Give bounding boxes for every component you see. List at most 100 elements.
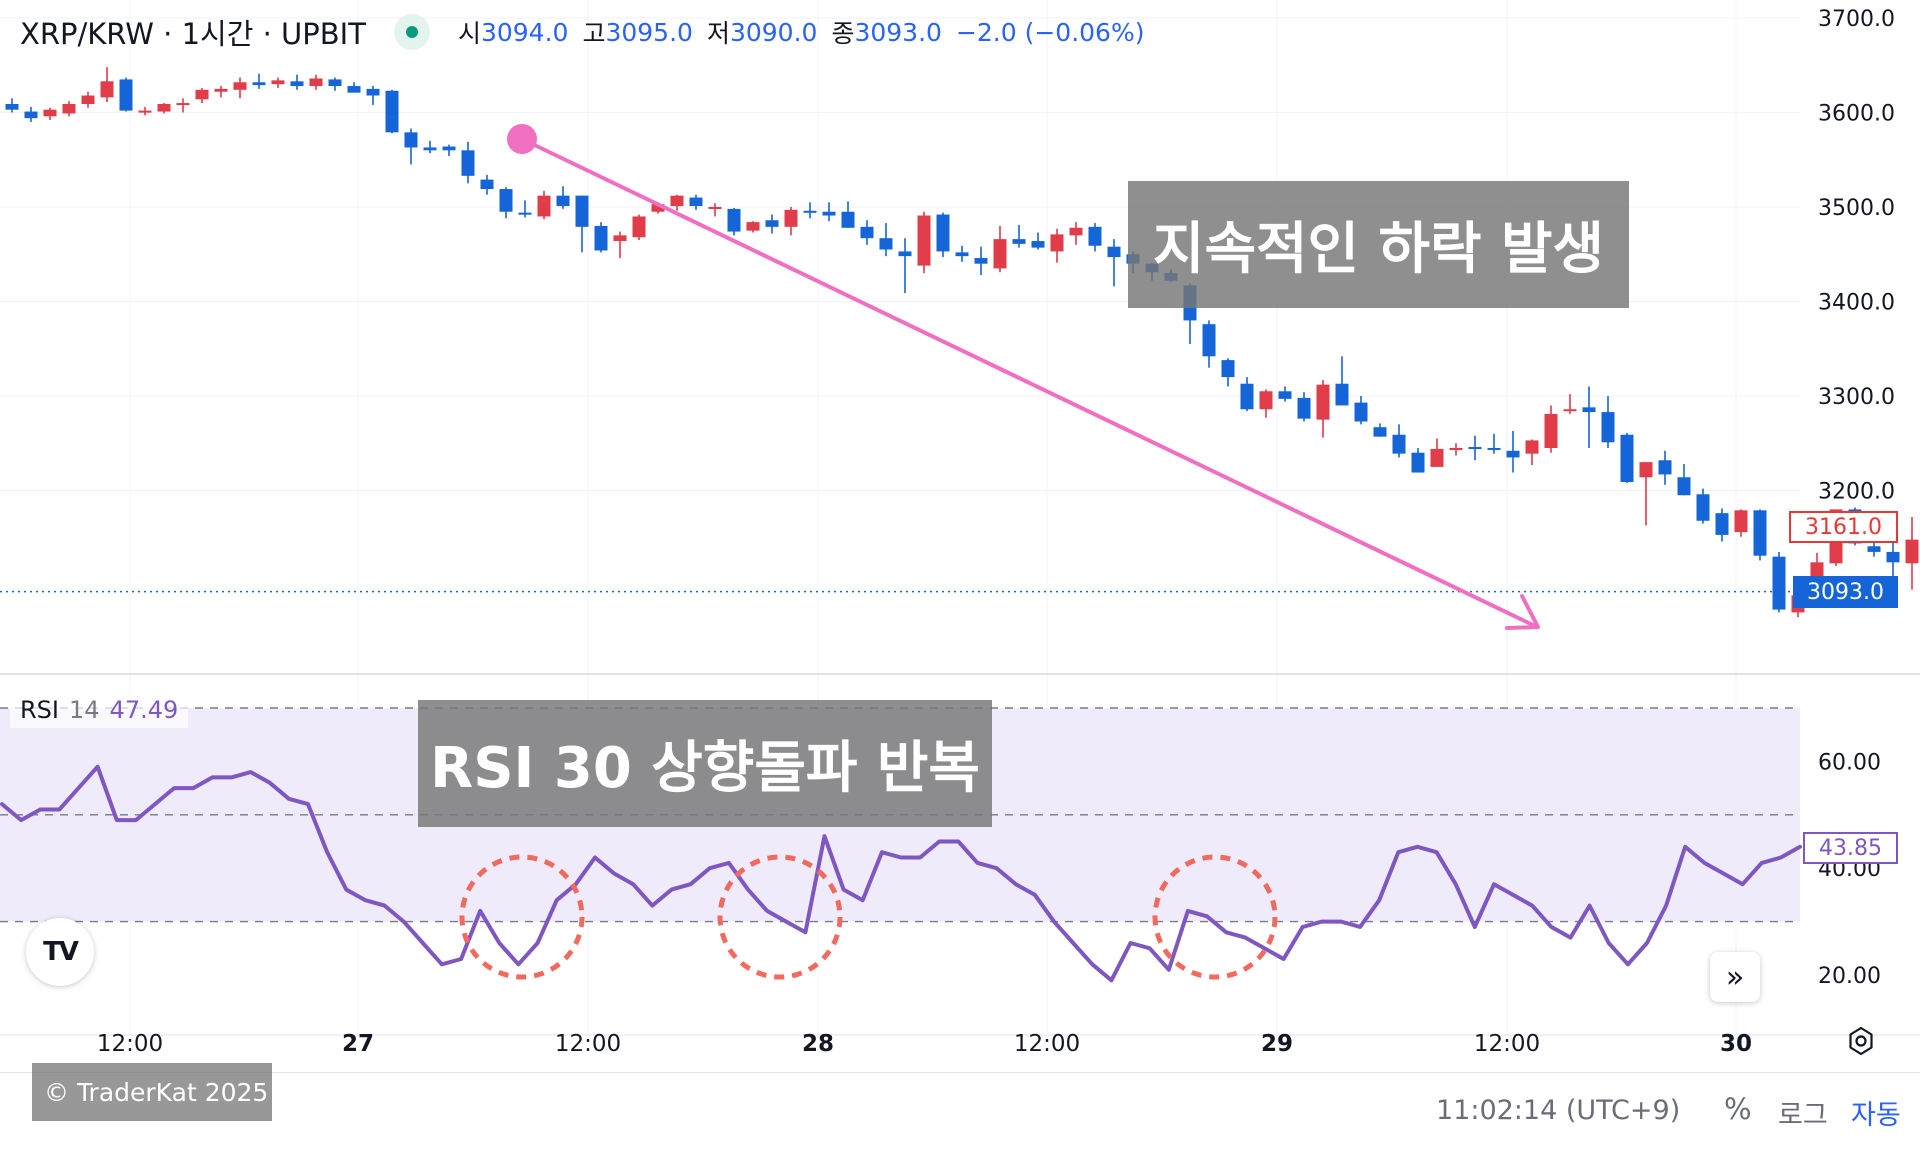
candle-body	[366, 88, 380, 96]
price-tick-label: 3700.0	[1818, 7, 1895, 32]
candle-body	[252, 82, 266, 86]
candle-body	[309, 78, 323, 87]
candle-body	[1202, 324, 1216, 357]
price-tag-current: 3093.0	[1793, 576, 1898, 608]
candle-body	[214, 88, 228, 92]
candle-body	[157, 103, 171, 112]
close-value: 3093.0	[854, 17, 942, 47]
candle-body	[404, 132, 418, 148]
candle-body	[708, 207, 722, 209]
percent-scale-toggle[interactable]: %	[1724, 1092, 1752, 1126]
candle-body	[1734, 510, 1748, 533]
candle-body	[1354, 402, 1368, 422]
candle-body	[499, 189, 513, 212]
bottom-divider	[0, 1072, 1920, 1073]
candle-body	[328, 79, 342, 87]
time-tick-label: 12:00	[97, 1031, 163, 1057]
candle-body	[803, 210, 817, 213]
time-tick-label: 28	[802, 1031, 834, 1057]
candle-body	[1392, 434, 1406, 454]
price-tag-previous: 3161.0	[1789, 511, 1898, 543]
candle-body	[119, 79, 133, 111]
candle-body	[62, 103, 76, 114]
candle-body	[993, 239, 1007, 269]
symbol-title[interactable]: XRP/KRW · 1시간 · UPBIT	[20, 17, 366, 51]
candlestick-series	[5, 67, 1919, 618]
candle-body	[822, 211, 836, 216]
high-value: 3095.0	[605, 17, 693, 47]
candle-body	[1107, 246, 1121, 258]
auto-scale-toggle[interactable]: 자동	[1851, 1100, 1901, 1131]
time-tick-label: 12:00	[1474, 1031, 1540, 1057]
candle-body	[1088, 226, 1102, 246]
price-tick-label: 3200.0	[1818, 480, 1895, 505]
log-scale-toggle[interactable]: 로그	[1778, 1100, 1828, 1131]
trend-arrow-line	[520, 137, 1537, 628]
candle-body	[1886, 551, 1900, 563]
change-value: −2.0 (−0.06%)	[955, 17, 1145, 47]
candle-body	[1468, 447, 1482, 450]
low-label: 저	[706, 19, 730, 48]
candle-body	[632, 216, 646, 238]
scroll-right-icon[interactable]: »	[1710, 952, 1760, 1002]
tradingview-logo-icon[interactable]: TV	[26, 918, 94, 986]
candle-body	[138, 110, 152, 113]
candle-body	[1715, 513, 1729, 535]
candle-body	[594, 225, 608, 251]
rsi-cross-circle	[1152, 854, 1278, 980]
candle-body	[1582, 407, 1596, 413]
candle-body	[974, 258, 988, 264]
candle-body	[727, 208, 741, 232]
low-value: 3090.0	[729, 17, 818, 47]
open-label: 시	[457, 19, 481, 48]
candle-body	[480, 179, 494, 190]
time-tick-label: 29	[1261, 1031, 1293, 1057]
candle-body	[1620, 434, 1634, 482]
rsi-cross-circle	[459, 854, 585, 980]
rsi-legend[interactable]: RSI 14 47.49	[10, 692, 189, 728]
annotations-layer	[459, 124, 1540, 980]
candle-body	[423, 147, 437, 151]
candle-body	[1012, 239, 1026, 244]
time-tick-label: 12:00	[1014, 1031, 1080, 1057]
candle-body	[955, 252, 969, 257]
candle-body	[1905, 539, 1919, 564]
candle-body	[651, 204, 665, 212]
high-label: 고	[582, 19, 606, 48]
settings-gear-icon[interactable]	[1846, 1026, 1876, 1056]
rsi-legend-value: 47.49	[109, 696, 179, 724]
candle-body	[100, 81, 114, 98]
candle-body	[233, 82, 247, 90]
candle-body	[1525, 440, 1539, 454]
candle-body	[1221, 360, 1235, 378]
candle-body	[1449, 447, 1463, 450]
candle-body	[575, 195, 589, 227]
candle-body	[1487, 447, 1501, 450]
candle-body	[1259, 391, 1273, 410]
candle-body	[1772, 556, 1786, 610]
market-status-icon[interactable]	[393, 14, 430, 50]
candle-body	[1430, 448, 1444, 467]
time-tick-label: 12:00	[555, 1031, 621, 1057]
price-tick-label: 3400.0	[1818, 291, 1895, 316]
candle-body	[1031, 241, 1045, 248]
rsi-line	[0, 764, 1802, 983]
candle-body	[1069, 227, 1083, 236]
candle-body	[461, 150, 475, 176]
candle-body	[1639, 462, 1653, 478]
candle-body	[385, 90, 399, 133]
rsi-legend-period: 14	[69, 696, 100, 724]
candle-body	[689, 197, 703, 207]
price-tick-label: 3600.0	[1818, 102, 1895, 127]
candle-body	[556, 195, 570, 207]
candle-body	[1240, 383, 1254, 410]
candle-body	[81, 95, 95, 104]
price-tick-label: 3500.0	[1818, 196, 1895, 221]
candle-body	[176, 103, 190, 106]
candle-body	[765, 220, 779, 227]
clock-readout[interactable]: 11:02:14 (UTC+9)	[1436, 1095, 1681, 1126]
candle-body	[1373, 427, 1387, 437]
candle-body	[290, 81, 304, 87]
